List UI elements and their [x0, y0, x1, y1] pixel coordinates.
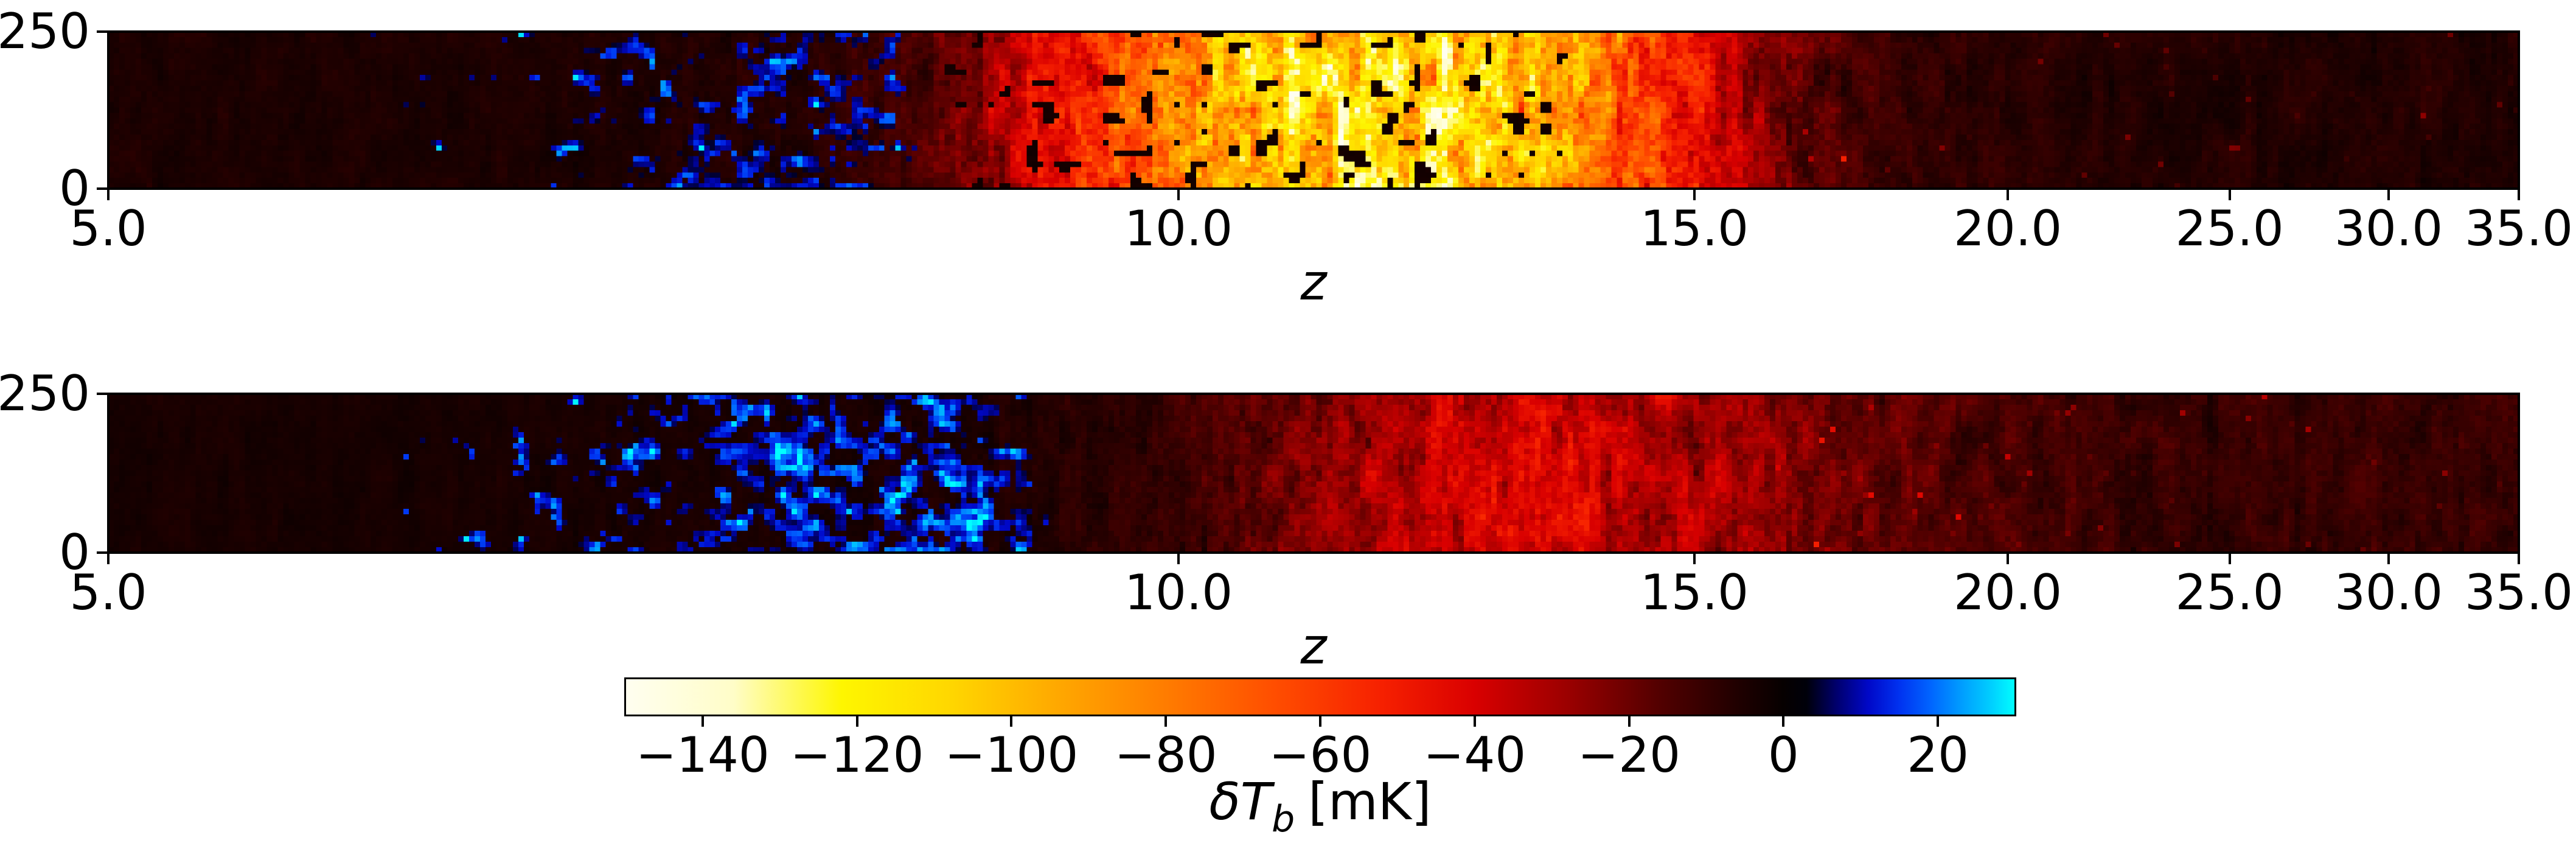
x-axis-tick [2228, 553, 2231, 564]
x-axis-tick [1693, 189, 1696, 200]
colorbar-tick-label: −140 [636, 727, 770, 783]
x-axis-tick [1177, 553, 1180, 564]
lightcone-image-top [108, 32, 2519, 189]
y-axis-tick [97, 551, 108, 554]
colorbar-tick [1319, 715, 1321, 727]
colorbar-tick-label: −60 [1269, 727, 1372, 783]
colorbar-tick-label: −80 [1114, 727, 1217, 783]
colorbar-tick-label: −20 [1578, 727, 1680, 783]
x-tick-label: 20.0 [1953, 200, 2063, 257]
x-axis-tick [2387, 189, 2390, 200]
colorbar: δTb [mK] −140 −120 −100 −80 −60 −40 −20 0 20 [624, 677, 2016, 837]
x-tick-label: 15.0 [1640, 564, 1749, 621]
colorbar-tick-label: −120 [790, 727, 924, 783]
x-axis-tick [1177, 189, 1180, 200]
x-tick-label: 20.0 [1953, 564, 2063, 621]
x-axis-label-z: z [1300, 618, 1327, 676]
colorbar-label-symbol: δT [1209, 772, 1272, 831]
colorbar-tick [1627, 715, 1631, 727]
colorbar-label-subscript: b [1272, 798, 1295, 841]
colorbar-tick [1473, 715, 1476, 727]
colorbar-tick [1782, 715, 1785, 727]
x-tick-label: 15.0 [1640, 200, 1749, 257]
colorbar-label-unit: [mK] [1308, 772, 1432, 831]
x-tick-label: 10.0 [1124, 564, 1233, 621]
lightcone-panel-bottom: 5.0 10.0 15.0 20.0 25.0 30.0 35.0 250 0 z [0, 369, 2573, 672]
x-tick-label: 10.0 [1124, 200, 1233, 257]
y-axis-tick [97, 393, 108, 395]
x-axis-tick [2387, 553, 2390, 564]
x-axis-tick [2518, 553, 2520, 564]
x-tick-label: 5.0 [69, 200, 147, 257]
colorbar-tick-label: 0 [1767, 727, 1799, 783]
x-axis-tick [2228, 189, 2231, 200]
y-tick-label: 0 [59, 160, 90, 217]
x-tick-label: 30.0 [2334, 200, 2443, 257]
colorbar-tick-label: 20 [1907, 727, 1969, 783]
lightcone-image-bottom [108, 394, 2519, 553]
colorbar-gradient [625, 679, 2015, 715]
colorbar-tick [701, 715, 704, 727]
y-tick-label: 250 [0, 365, 90, 422]
colorbar-tick [855, 715, 858, 727]
x-axis-tick [2007, 553, 2010, 564]
colorbar-label: δTb [mK] [1209, 776, 1431, 837]
x-axis-tick [2007, 189, 2010, 200]
colorbar-tick [1164, 715, 1168, 727]
colorbar-tick [1010, 715, 1013, 727]
y-tick-label: 0 [59, 524, 90, 581]
x-tick-label: 25.0 [2175, 200, 2284, 257]
colorbar-tick-label: −40 [1423, 727, 1526, 783]
x-tick-label: 35.0 [2464, 564, 2574, 621]
x-tick-label: 35.0 [2464, 200, 2574, 257]
lightcone-panel-top: 5.0 10.0 15.0 20.0 25.0 30.0 35.0 250 0 z [0, 7, 2573, 308]
x-axis-tick [107, 189, 110, 200]
x-tick-label: 5.0 [69, 564, 147, 621]
x-axis-tick [2518, 189, 2520, 200]
x-axis-label-z: z [1300, 254, 1327, 312]
x-tick-label: 25.0 [2175, 564, 2284, 621]
y-tick-label: 250 [0, 3, 90, 60]
x-tick-label: 30.0 [2334, 564, 2443, 621]
y-axis-tick [97, 30, 108, 33]
x-axis-tick [107, 553, 110, 564]
colorbar-tick-label: −100 [944, 727, 1079, 783]
y-axis-tick [97, 187, 108, 190]
colorbar-tick [1937, 715, 1940, 727]
x-axis-tick [1693, 553, 1696, 564]
